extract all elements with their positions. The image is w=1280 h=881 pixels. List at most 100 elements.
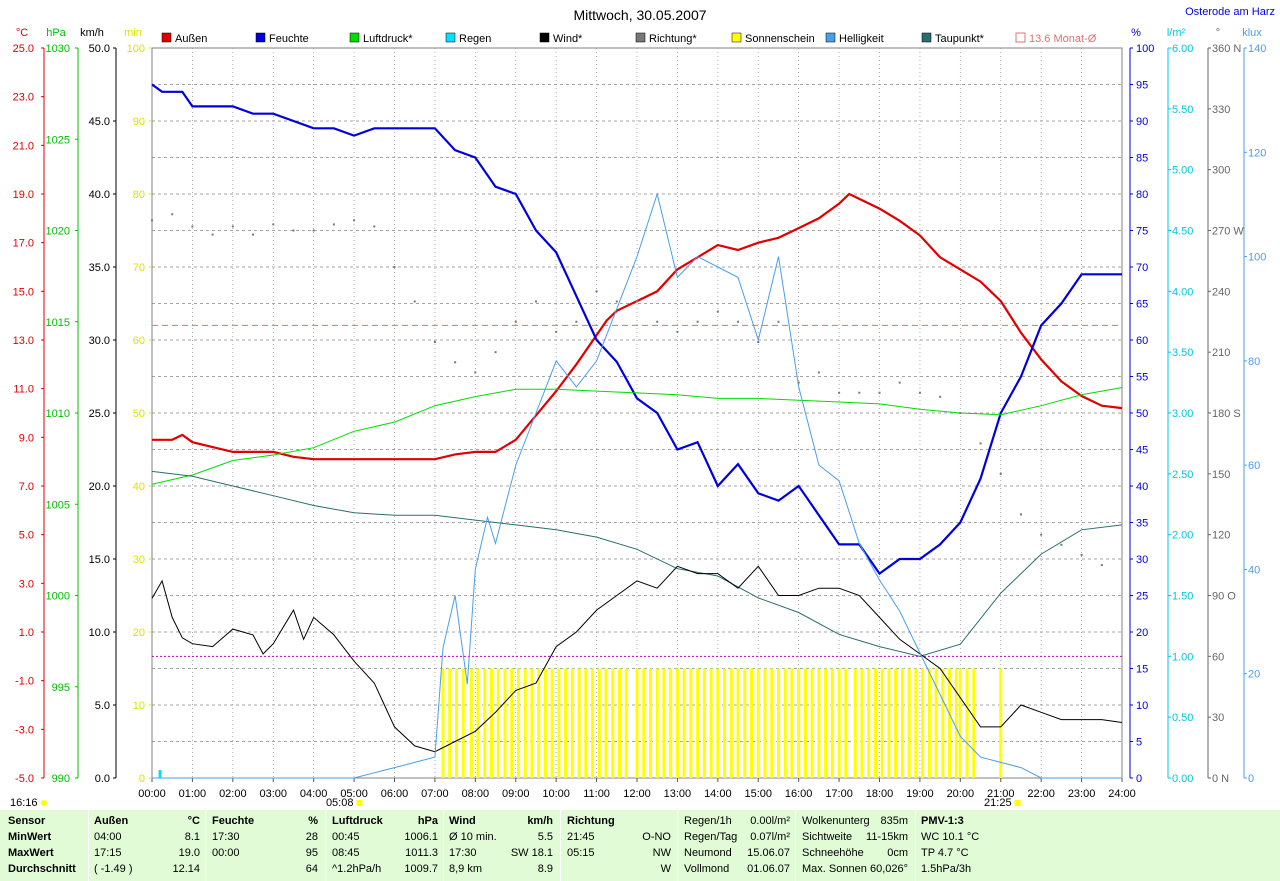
- stats-cell: W: [660, 863, 671, 875]
- chart-title: Mittwoch, 30.05.2007: [573, 7, 706, 23]
- x-tick-label: 05:00: [340, 788, 368, 800]
- temp-tick-label: 5.0: [19, 530, 34, 542]
- x-tick-label: 24:00: [1108, 788, 1136, 800]
- direction-point: [1100, 564, 1103, 567]
- sunshine-bar: [853, 668, 857, 778]
- stats-header-wind: Wind: [449, 815, 476, 827]
- stats-pmv-header: PMV-1:3: [921, 815, 964, 827]
- temp-tick-label: 11.0: [13, 384, 34, 396]
- direction-tick-label: 330: [1212, 104, 1230, 116]
- humidity-tick-label: 5: [1136, 737, 1142, 749]
- humidity-tick-label: 60: [1136, 335, 1148, 347]
- stats-cell: 01.06.07: [747, 863, 790, 875]
- direction-point: [332, 223, 335, 226]
- sunshine-bar: [624, 668, 628, 778]
- sunshine-bar: [954, 668, 958, 778]
- sunshine-bar: [948, 668, 952, 778]
- legend-swatch: [1015, 32, 1026, 43]
- stats-cell: TP 4.7 °C: [921, 847, 969, 859]
- stats-cell: 64: [305, 863, 318, 875]
- humidity-tick-label: 0: [1136, 773, 1142, 785]
- x-tick-label: 17:00: [825, 788, 853, 800]
- stats-cell: 60,026°: [869, 863, 908, 875]
- direction-point: [898, 381, 901, 384]
- x-tick-label: 22:00: [1027, 788, 1055, 800]
- sunshine-bar: [675, 668, 679, 778]
- humidity-tick-label: 55: [1136, 372, 1148, 384]
- x-tick-label: 02:00: [219, 788, 247, 800]
- rain-tick-label: 0.50: [1172, 712, 1193, 724]
- direction-point: [676, 330, 679, 333]
- series-line-taupunkt: [151, 470, 1123, 657]
- sunshine-bar: [461, 668, 465, 778]
- sunshine-bar: [669, 668, 673, 778]
- series-line-helligkeit: [152, 192, 1122, 779]
- sun-tick-label: 90: [133, 116, 145, 128]
- location-label[interactable]: Osterode am Harz: [1185, 6, 1275, 18]
- stats-sensor-column: Sensor MinWert MaxWert Durchschnitt: [8, 813, 86, 877]
- stats-cell: 8.1: [184, 831, 200, 843]
- direction-point: [413, 300, 416, 303]
- sunshine-bar: [483, 668, 487, 778]
- stats-luftdruck-column: Luftdruck hPa 00:45 1006.1 08:45 1011.3 ^1.…: [332, 813, 438, 877]
- direction-point: [231, 225, 234, 228]
- sunshine-bar: [894, 668, 898, 778]
- rain-tick-label: 1.00: [1172, 651, 1193, 663]
- sunshine-bar: [469, 668, 473, 778]
- x-tick-label: 08:00: [462, 788, 490, 800]
- sunset-label: 21:25: [984, 797, 1012, 809]
- sunset-marker: [1014, 800, 1021, 806]
- legend-swatch: [921, 32, 932, 43]
- sunshine-bar: [887, 668, 891, 778]
- humidity-tick-label: 25: [1136, 591, 1148, 603]
- legend-swatch: [731, 32, 742, 43]
- wind-tick-label: 35.0: [89, 262, 110, 274]
- stats-cell: Sichtweite: [802, 831, 853, 843]
- direction-point: [252, 233, 255, 236]
- humidity-tick-label: 85: [1136, 153, 1148, 165]
- stats-header-sensor: Sensor: [8, 815, 46, 827]
- humidity-tick-label: 100: [1136, 43, 1154, 55]
- rain-tick-label: 3.00: [1172, 408, 1193, 420]
- temp-tick-label: -1.0: [15, 676, 34, 688]
- wind-tick-label: 0.0: [95, 773, 110, 785]
- pressure-tick-label: 1030: [46, 43, 70, 55]
- humidity-axis-unit: %: [1131, 27, 1141, 39]
- legend-label: Feuchte: [269, 33, 309, 45]
- stats-cell: 04:00: [94, 831, 122, 843]
- direction-point: [656, 320, 659, 323]
- sun-tick-label: 20: [133, 627, 145, 639]
- temp-tick-label: 13.0: [13, 335, 34, 347]
- pressure-axis-unit: hPa: [46, 27, 66, 39]
- sun-tick-label: 10: [133, 700, 145, 712]
- direction-point: [575, 320, 578, 323]
- sunshine-bar: [584, 668, 588, 778]
- wind-tick-label: 15.0: [89, 554, 110, 566]
- legend-swatch: [445, 32, 456, 43]
- sunrise-label: 05:08: [326, 797, 354, 809]
- sun-tick-label: 0: [139, 773, 145, 785]
- humidity-tick-label: 10: [1136, 700, 1148, 712]
- stats-unit-feuchte: %: [308, 815, 318, 827]
- temp-axis-unit: °C: [16, 27, 28, 39]
- sunshine-bar: [543, 668, 547, 778]
- direction-point: [838, 391, 841, 394]
- direction-tick-label: 180 S: [1212, 408, 1241, 420]
- direction-tick-label: 120: [1212, 530, 1230, 542]
- legend-label: Wind*: [553, 33, 583, 45]
- humidity-tick-label: 20: [1136, 627, 1148, 639]
- stats-cell: 11-15km: [866, 831, 908, 843]
- x-tick-label: 19:00: [906, 788, 934, 800]
- direction-point: [595, 290, 598, 293]
- direction-point: [454, 361, 457, 364]
- legend-swatch: [825, 32, 836, 43]
- stats-cell: 12.14: [172, 863, 200, 875]
- direction-point: [555, 330, 558, 333]
- x-tick-label: 01:00: [179, 788, 207, 800]
- humidity-tick-label: 70: [1136, 262, 1148, 274]
- sunshine-bar: [844, 668, 848, 778]
- sunshine-bar: [702, 668, 706, 778]
- direction-point: [292, 229, 295, 232]
- direction-point: [1060, 543, 1063, 546]
- stats-cell: 5.5: [537, 831, 553, 843]
